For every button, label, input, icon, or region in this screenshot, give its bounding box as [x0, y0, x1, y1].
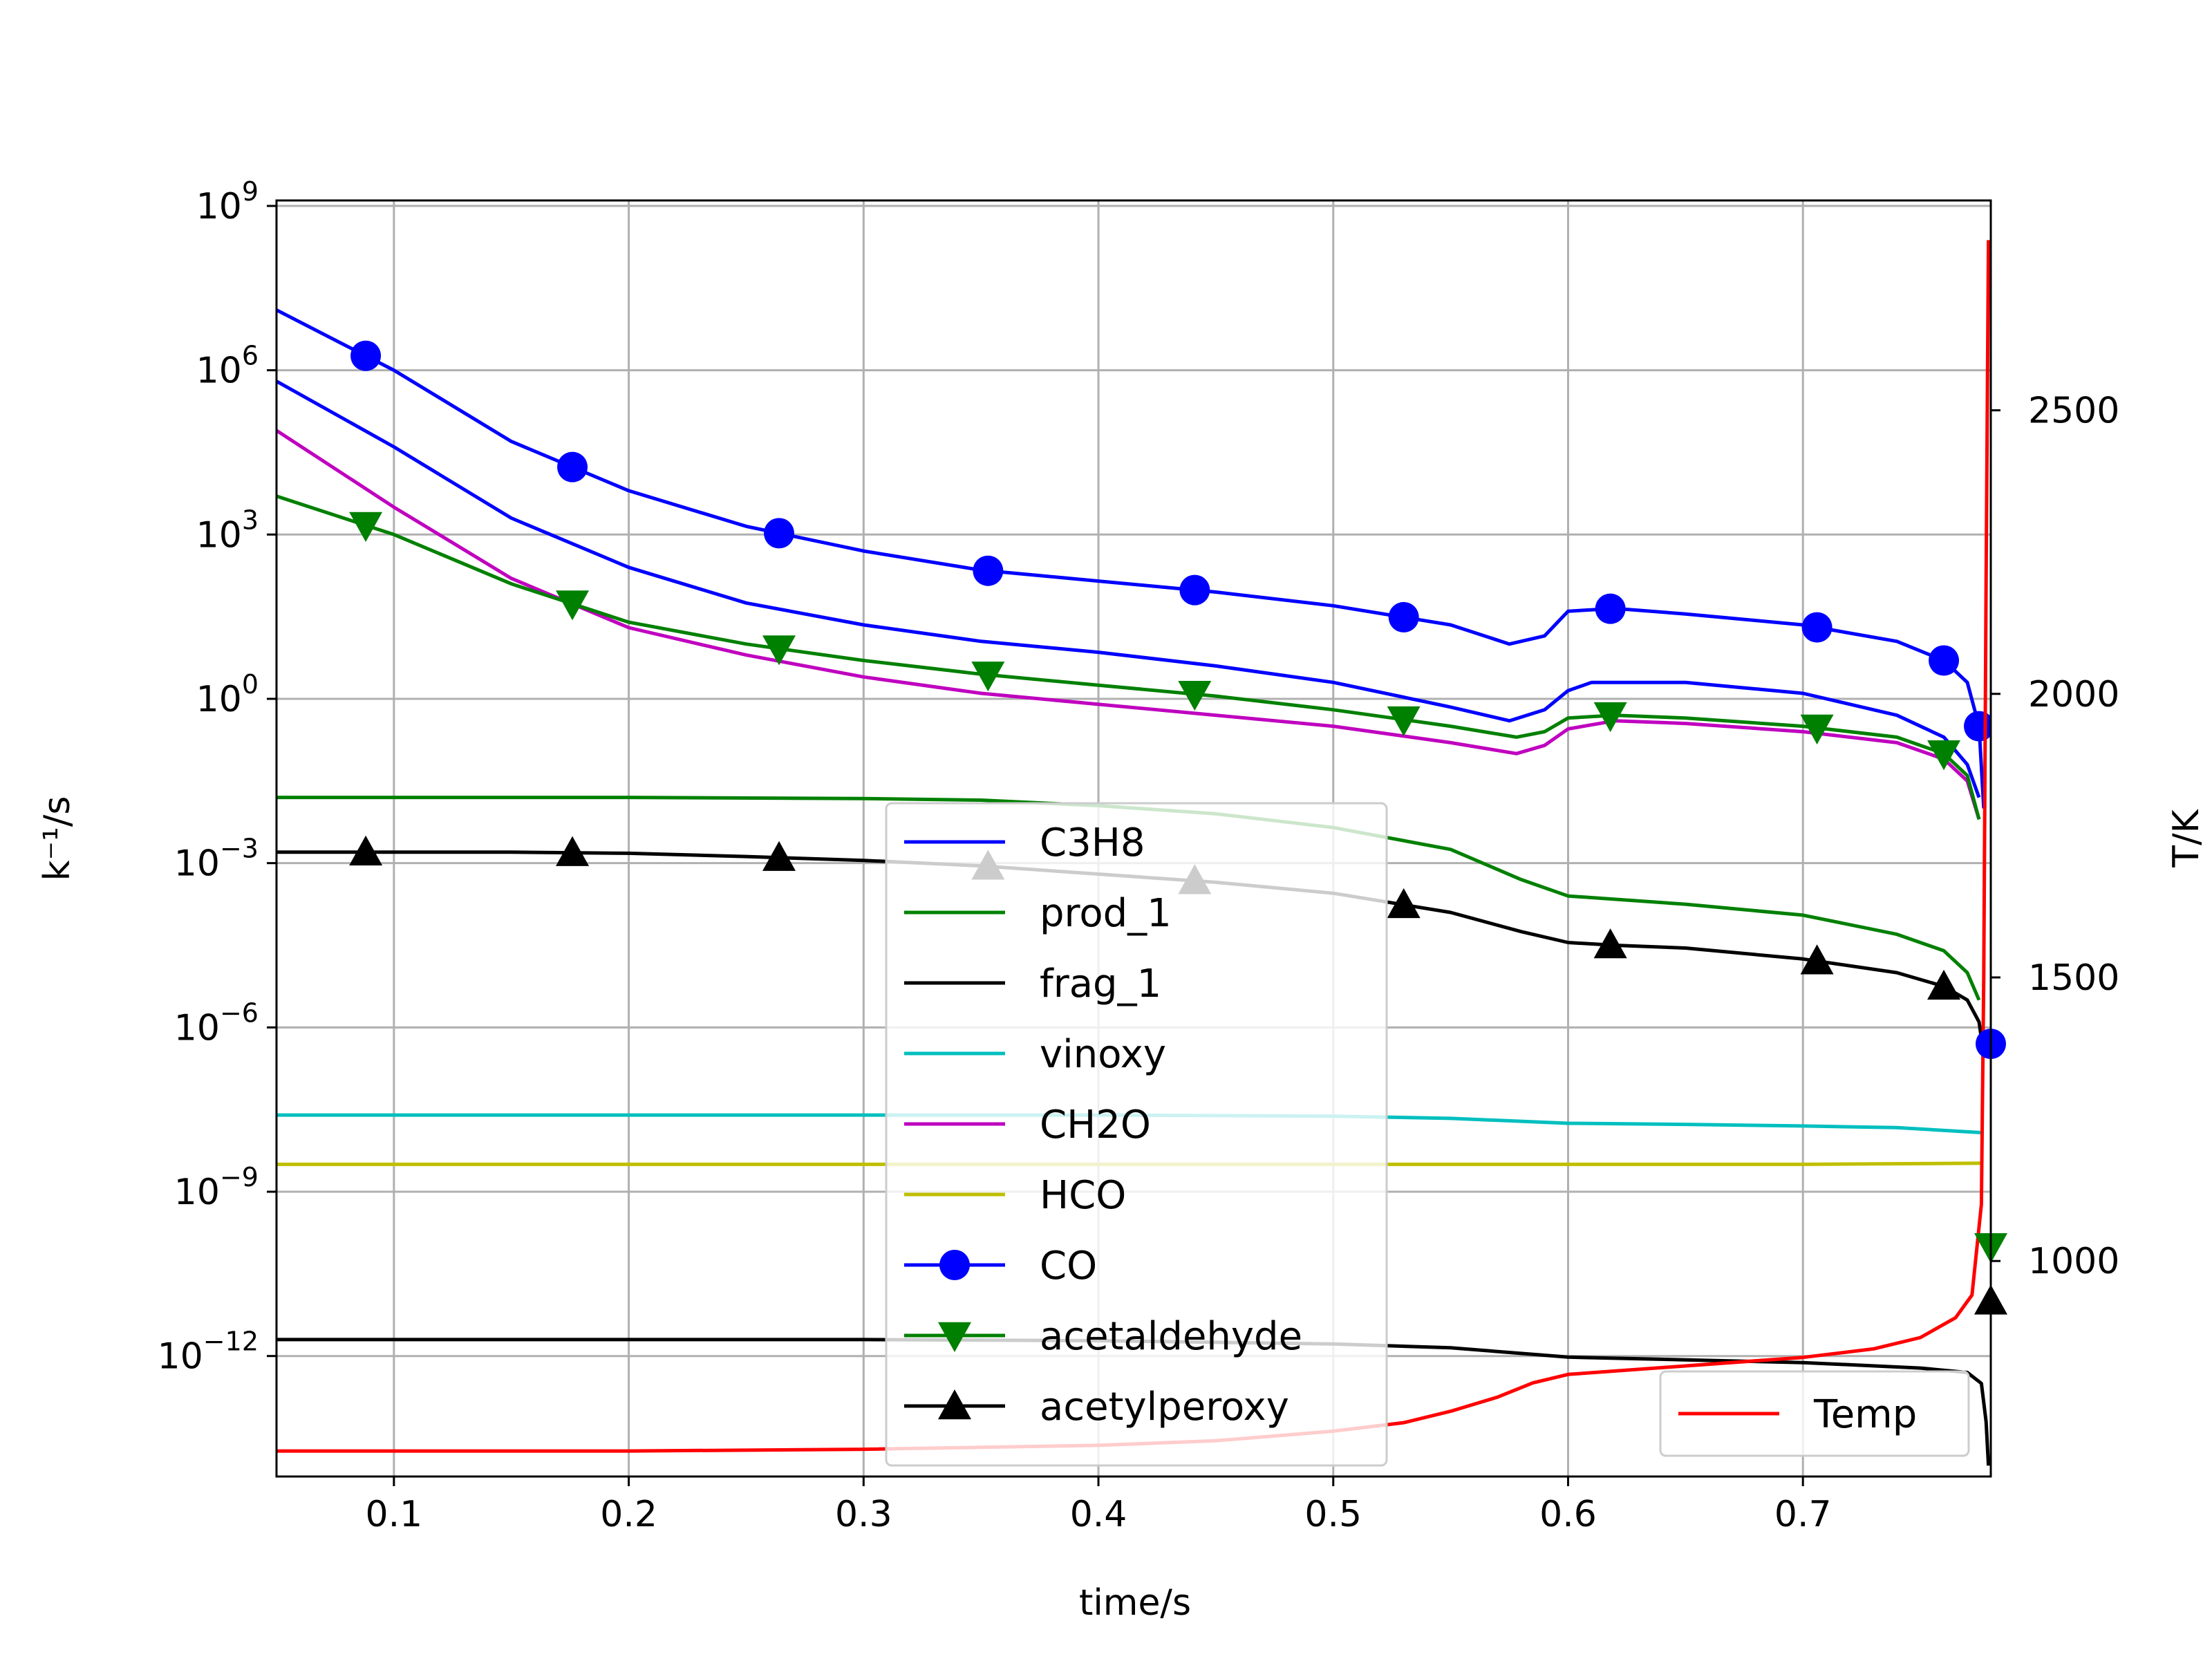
y2-axis-label: T/K: [2166, 808, 2207, 868]
x-tick-label: 0.3: [835, 1494, 892, 1535]
series-marker-CO: [557, 451, 588, 482]
legend-box-temp: [1659, 1370, 1970, 1457]
y2-tick-label: 2000: [2028, 674, 2119, 715]
series-line-acetaldehyde: [276, 494, 1981, 820]
series-line-vinoxy: [276, 1113, 1982, 1134]
x-tick-label: 0.2: [600, 1494, 657, 1535]
y-tick-label: 100: [196, 669, 259, 720]
x-tick-label: 0.4: [1070, 1494, 1127, 1535]
series-layer: [276, 240, 2007, 1466]
legend-marker-CO: [939, 1250, 970, 1280]
series-marker-CO: [350, 340, 382, 371]
series-marker-CO: [1964, 711, 1991, 742]
series-marker-CO: [764, 518, 795, 549]
legend-label-CO: CO: [1040, 1244, 1097, 1288]
legend-label-frag_1: frag_1: [1040, 962, 1161, 1006]
series-marker-acetylperoxy: [762, 841, 796, 871]
y-tick-label: 10−12: [158, 1327, 259, 1378]
series-marker-acetylperoxy: [1927, 969, 1961, 1000]
series-marker-acetylperoxy: [1593, 928, 1627, 959]
legend-box: [885, 802, 1388, 1467]
x-tick-label: 0.6: [1539, 1494, 1597, 1535]
series-marker-acetaldehyde: [1800, 714, 1834, 744]
y-tick-label: 103: [196, 505, 259, 556]
y2-tick-label: 1500: [2028, 957, 2119, 999]
legend-label-acetylperoxy: acetylperoxy: [1040, 1385, 1289, 1430]
series-marker-acetaldehyde: [556, 590, 590, 621]
y-axis-label: k⁻¹/s: [37, 796, 78, 881]
legend-label-CH2O: CH2O: [1040, 1103, 1151, 1147]
legend-label-prod_1: prod_1: [1040, 891, 1172, 936]
plot-frame: [275, 199, 1992, 1478]
legend-label-C3H8: C3H8: [1040, 821, 1145, 865]
series-marker-acetaldehyde: [971, 662, 1005, 692]
series-line-prod_1: [276, 796, 1981, 1001]
series-line-CO: [276, 308, 1986, 809]
series-line-CH2O: [276, 429, 1981, 821]
series-marker-acetylperoxy: [556, 836, 590, 866]
series-marker-CO: [973, 555, 1004, 586]
legend-label-vinoxy: vinoxy: [1040, 1032, 1166, 1077]
y-tick-label: 10−6: [174, 997, 259, 1049]
y-tick-label: 109: [196, 176, 259, 227]
legend-marker-acetylperoxy: [938, 1389, 971, 1420]
x-axis-label: time/s: [1079, 1582, 1191, 1624]
x-tick-label: 0.1: [366, 1494, 423, 1535]
y-tick-label: 106: [196, 341, 259, 392]
legend-label-acetaldehyde: acetaldehyde: [1040, 1314, 1302, 1359]
series-marker-acetaldehyde: [1178, 680, 1212, 711]
series-line-C3H8: [276, 379, 1981, 798]
series-marker-acetaldehyde: [762, 635, 796, 666]
series-marker-acetaldehyde: [349, 512, 383, 542]
series-marker-acetaldehyde: [1387, 706, 1421, 737]
ticks-layer: 0.1 0.2 0.3 0.4 0.5 0.6 0.7 109 106 103 100 10−3 10−…: [158, 176, 2120, 1535]
series-marker-acetaldehyde: [1927, 740, 1961, 771]
series-marker-acetylperoxy: [1387, 888, 1421, 919]
y-tick-label: 10−3: [174, 834, 259, 885]
series-marker-CO: [1801, 612, 1833, 643]
legend-label-Temp: Temp: [1813, 1392, 1917, 1437]
series-marker-CO: [1179, 574, 1210, 606]
series-marker-CO: [1929, 645, 1960, 676]
series-marker-acetylperoxy: [349, 835, 383, 866]
series-marker-CO: [1388, 601, 1419, 632]
series-marker-acetaldehyde: [1593, 702, 1627, 733]
y2-tick-label: 2500: [2028, 391, 2119, 432]
legend-marker-acetaldehyde: [938, 1322, 971, 1352]
y-tick-label: 10−9: [174, 1162, 259, 1213]
plot-border: [275, 199, 1992, 1478]
series-marker-CO: [1595, 593, 1626, 624]
x-tick-label: 0.5: [1304, 1494, 1362, 1535]
x-tick-label: 0.7: [1774, 1494, 1832, 1535]
legend-label-HCO: HCO: [1040, 1173, 1126, 1218]
y2-tick-label: 1000: [2028, 1241, 2119, 1282]
series-marker-acetylperoxy: [1800, 944, 1834, 975]
